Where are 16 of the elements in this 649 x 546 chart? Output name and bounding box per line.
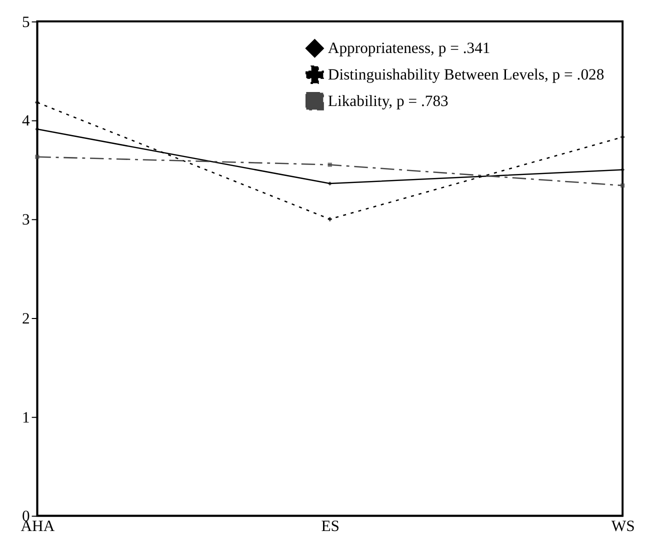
y-tick-label: 5 xyxy=(22,14,30,31)
point xyxy=(620,183,625,188)
legend-label: Appropriateness, p = .341 xyxy=(328,40,490,58)
legend-label: Distinguishability Between Levels, p = .028 xyxy=(328,66,604,84)
point xyxy=(35,154,40,159)
y-tick-label: 4 xyxy=(22,112,30,130)
x-tick-label: WS xyxy=(611,518,635,535)
point xyxy=(328,162,332,167)
point xyxy=(35,100,40,105)
point xyxy=(328,181,332,186)
point xyxy=(620,135,625,140)
y-tick-label: 3 xyxy=(22,212,30,229)
y-tick-label: 2 xyxy=(22,310,30,328)
legend-label: Likability, p = .783 xyxy=(328,93,449,110)
x-tick-label: ES xyxy=(321,518,340,535)
y-tick-label: 1 xyxy=(22,409,30,426)
